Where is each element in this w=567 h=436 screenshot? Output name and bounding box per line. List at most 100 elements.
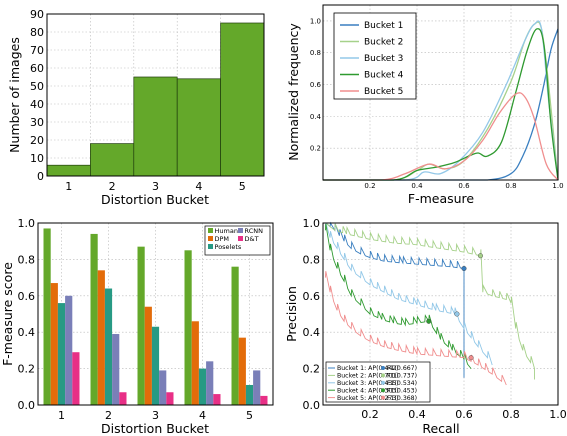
fmeasure-xtick: 5 xyxy=(246,409,253,422)
fmeasure-frame xyxy=(37,222,274,406)
fmeasure-bar xyxy=(184,250,192,405)
fmeasure-legend-swatch xyxy=(208,228,213,233)
pr-f1-marker xyxy=(468,355,474,361)
fmeasure-ticks: 0.0 0.2 0.4 0.6 0.8 1.0 1 2 3 4 5 xyxy=(18,217,254,422)
fmeasure-bar xyxy=(253,370,261,405)
pr-xlabel: Recall xyxy=(422,421,459,436)
distribution-legend-label: Bucket 4 xyxy=(364,71,404,81)
histogram-ytick: 50 xyxy=(30,80,44,93)
pr-legend-f1-label: F1(0.453) xyxy=(387,387,417,394)
histogram-ytick: 10 xyxy=(30,152,44,165)
fmeasure-bar xyxy=(231,266,239,405)
histogram-ytick: 20 xyxy=(30,134,44,147)
pr-panel: 0.2 0.4 0.6 0.8 1.0 0.0 0.2 0.4 0.6 0.8 1.0 Bucket… xyxy=(284,217,567,436)
fmeasure-xtick: 3 xyxy=(152,409,159,422)
pr-ytick: 0.8 xyxy=(303,253,321,266)
fmeasure-bar xyxy=(245,384,254,405)
pr-legend-f1-label: F1(0.667) xyxy=(387,365,417,372)
fmeasure-bar xyxy=(112,334,120,405)
fmeasure-ytick: 0.8 xyxy=(18,253,36,266)
fmeasure-ytick: 0.4 xyxy=(18,326,36,339)
pr-frame xyxy=(322,222,559,406)
pr-legend-label: Bucket 3: AP(0.435) xyxy=(337,380,399,387)
histogram-ytick: 60 xyxy=(30,62,44,75)
fmeasure-bar xyxy=(57,303,66,405)
histogram-bar xyxy=(46,164,91,177)
fmeasure-bar xyxy=(50,283,58,405)
fmeasure-legend-label: D&T xyxy=(245,235,259,243)
fmeasure-bar xyxy=(159,370,167,405)
distribution-ytick: 0.2 xyxy=(310,145,321,153)
distribution-legend-label: Bucket 3 xyxy=(364,54,403,64)
distribution-legend-box xyxy=(333,12,417,100)
pr-curve xyxy=(324,271,507,386)
fmeasure-bar xyxy=(65,295,73,405)
fmeasure-xlabel: Distortion Bucket xyxy=(101,421,209,436)
fmeasure-bar xyxy=(144,306,152,405)
pr-ytick: 0.0 xyxy=(303,399,321,412)
distribution-line xyxy=(323,28,559,181)
distribution-legend-label: Bucket 2 xyxy=(364,38,403,48)
pr-xtick: 1.0 xyxy=(549,408,567,421)
fmeasure-xtick: 4 xyxy=(199,409,206,422)
pr-legend-f1-marker xyxy=(381,388,385,393)
fmeasure-xtick: 2 xyxy=(105,409,112,422)
pr-xtick: 0.8 xyxy=(502,408,520,421)
histogram-bar xyxy=(220,22,265,177)
pr-ytick: 0.4 xyxy=(303,326,321,339)
pr-legend-f1-marker xyxy=(381,373,385,378)
fmeasure-ytick: 0.0 xyxy=(18,399,36,412)
pr-legend-label: Bucket 1: AP(0.442) xyxy=(337,365,399,372)
fmeasure-legend-label: Human xyxy=(215,227,238,235)
fmeasure-bar xyxy=(260,395,268,405)
pr-legend-f1-label: F1(0.737) xyxy=(387,373,417,380)
distribution-xtick: 0.8 xyxy=(505,182,516,190)
histogram-xtick: 2 xyxy=(109,180,116,193)
fmeasure-bar xyxy=(104,288,113,405)
fmeasure-bar xyxy=(166,392,174,405)
fmeasure-bar xyxy=(72,352,80,405)
histogram-ytick: 30 xyxy=(30,116,44,129)
fmeasure-ylabel: F-measure score xyxy=(0,262,15,366)
pr-ylabel: Precision xyxy=(284,286,299,342)
fmeasure-ytick: 1.0 xyxy=(18,217,36,230)
pr-legend-f1-marker xyxy=(381,366,385,370)
histogram-bar xyxy=(133,76,178,177)
pr-curve xyxy=(325,221,465,378)
distribution-xtick: 0.4 xyxy=(411,182,423,190)
pr-ytick: 0.2 xyxy=(303,363,321,376)
pr-xtick: 0.6 xyxy=(455,408,473,421)
histogram-xtick: 5 xyxy=(239,180,246,193)
pr-lines xyxy=(324,221,535,386)
fmeasure-legend-label: Poselets xyxy=(215,243,242,251)
distribution-ytick: 1.0 xyxy=(310,17,321,25)
fmeasure-ytick: 0.2 xyxy=(18,363,36,376)
distribution-ytick: 0.6 xyxy=(310,81,322,89)
pr-curve xyxy=(324,222,493,366)
fmeasure-bar xyxy=(198,368,207,405)
pr-legend-f1-marker xyxy=(381,380,385,385)
fmeasure-bar xyxy=(191,321,199,405)
fmeasure-bar xyxy=(213,394,221,405)
distribution-legend-label: Bucket 5 xyxy=(364,87,403,97)
histogram-xtick: 1 xyxy=(65,180,72,193)
distribution-ytick: 0.4 xyxy=(310,113,322,121)
pr-f1-marker xyxy=(461,266,467,272)
distribution-frame xyxy=(322,4,559,181)
histogram-bar xyxy=(176,78,221,177)
pr-xtick: 0.2 xyxy=(361,408,379,421)
pr-legend-f1-marker xyxy=(381,395,385,400)
pr-xtick: 0.4 xyxy=(408,408,426,421)
fmeasure-legend-label: RCNN xyxy=(245,227,264,235)
distribution-ticks: 0.2 0.4 0.6 0.8 1.0 0.2 0.4 0.6 0.8 1.0 xyxy=(310,17,564,190)
fmeasure-legend-swatch xyxy=(208,244,213,249)
pr-f1-marker xyxy=(426,318,432,324)
distribution-line xyxy=(323,92,559,181)
fmeasure-legend-swatch xyxy=(238,236,243,241)
pr-legend: Bucket 1: AP(0.442)F1(0.667)Bucket 2: AP… xyxy=(325,361,431,403)
pr-legend-f1-label: F1(0.534) xyxy=(387,380,417,387)
pr-f1-marker xyxy=(477,253,483,259)
pr-ticks: 0.2 0.4 0.6 0.8 1.0 0.0 0.2 0.4 0.6 0.8 1.0 xyxy=(303,217,567,421)
